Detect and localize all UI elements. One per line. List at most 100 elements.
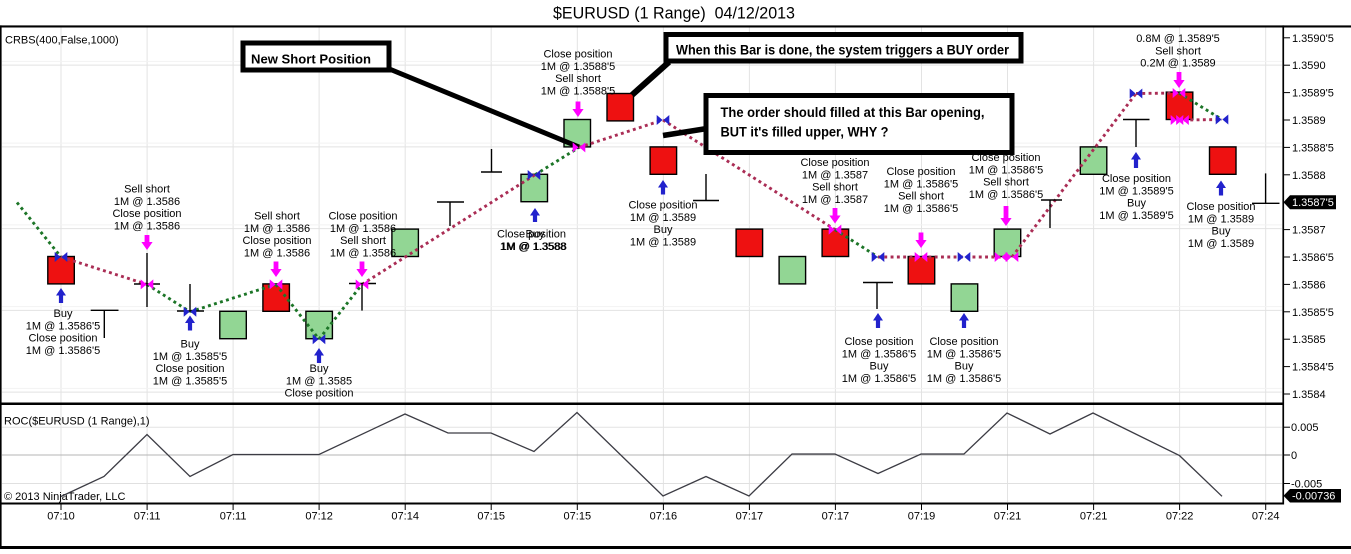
svg-text:07:24: 07:24 <box>1252 511 1280 523</box>
svg-text:0.8M @ 1.3589'5: 0.8M @ 1.3589'5 <box>1136 33 1220 45</box>
svg-text:1M @ 1.3589: 1M @ 1.3589 <box>630 212 696 224</box>
svg-text:Buy: Buy <box>1127 198 1146 210</box>
svg-text:07:14: 07:14 <box>391 511 419 523</box>
svg-text:1M @ 1.3585'5: 1M @ 1.3585'5 <box>153 376 227 388</box>
svg-text:Close position: Close position <box>844 336 913 348</box>
svg-text:0.005: 0.005 <box>1291 422 1319 434</box>
svg-text:Sell short: Sell short <box>555 73 601 85</box>
svg-text:1M @ 1.3588'5: 1M @ 1.3588'5 <box>541 61 615 73</box>
svg-text:Sell short: Sell short <box>898 191 944 203</box>
svg-text:1M @ 1.3589'5: 1M @ 1.3589'5 <box>1099 185 1173 197</box>
svg-text:Buy: Buy <box>310 363 329 375</box>
svg-text:1.3588'5: 1.3588'5 <box>1292 142 1334 154</box>
svg-text:Sell short: Sell short <box>1155 45 1201 57</box>
svg-text:1.3589'5: 1.3589'5 <box>1292 88 1334 100</box>
svg-text:Buy: Buy <box>654 224 673 236</box>
svg-text:Close position: Close position <box>497 228 566 240</box>
svg-text:Close position: Close position <box>543 48 612 60</box>
svg-text:1M @ 1.3586: 1M @ 1.3586 <box>330 248 396 260</box>
svg-text:1.3590'5: 1.3590'5 <box>1292 33 1334 45</box>
svg-text:1M @ 1.3585: 1M @ 1.3585 <box>286 375 352 387</box>
svg-text:07:17: 07:17 <box>736 511 764 523</box>
svg-text:Buy: Buy <box>526 228 545 240</box>
svg-text:Sell short: Sell short <box>983 177 1029 189</box>
svg-text:1M @ 1.3586'5: 1M @ 1.3586'5 <box>884 178 958 190</box>
svg-text:1M @ 1.3586'5: 1M @ 1.3586'5 <box>927 373 1001 385</box>
svg-text:1M @ 1.3586: 1M @ 1.3586 <box>244 248 310 260</box>
svg-text:1M @ 1.3589'5: 1M @ 1.3589'5 <box>1099 210 1173 222</box>
svg-text:Close position: Close position <box>112 208 181 220</box>
svg-text:Close position: Close position <box>929 336 998 348</box>
svg-text:1M @ 1.3586: 1M @ 1.3586 <box>244 223 310 235</box>
svg-text:1M @ 1.3586: 1M @ 1.3586 <box>330 223 396 235</box>
svg-text:1M @ 1.3588'5: 1M @ 1.3588'5 <box>541 86 615 98</box>
svg-text:1M @ 1.3588: 1M @ 1.3588 <box>500 241 566 253</box>
svg-text:07:21: 07:21 <box>994 511 1022 523</box>
svg-text:1M @ 1.3586'5: 1M @ 1.3586'5 <box>884 203 958 215</box>
svg-text:07:15: 07:15 <box>477 511 505 523</box>
svg-text:Buy: Buy <box>870 361 889 373</box>
svg-text:07:11: 07:11 <box>220 511 247 523</box>
svg-text:Buy: Buy <box>1212 226 1231 238</box>
svg-text:07:15: 07:15 <box>564 511 592 523</box>
svg-text:Close position: Close position <box>971 152 1040 164</box>
svg-text:Buy: Buy <box>54 308 73 320</box>
svg-text:1M @ 1.3586'5: 1M @ 1.3586'5 <box>927 348 1001 360</box>
svg-text:1M @ 1.3589: 1M @ 1.3589 <box>1188 238 1254 250</box>
svg-text:Close position: Close position <box>1102 173 1171 185</box>
svg-text:© 2013 NinjaTrader, LLC: © 2013 NinjaTrader, LLC <box>4 491 125 503</box>
svg-text:1M @ 1.3586'5: 1M @ 1.3586'5 <box>842 348 916 360</box>
svg-text:-0.005: -0.005 <box>1291 479 1322 491</box>
svg-text:Sell short: Sell short <box>124 183 170 195</box>
svg-text:0: 0 <box>1291 450 1297 462</box>
svg-text:-0.00736: -0.00736 <box>1292 491 1335 503</box>
svg-text:1M @ 1.3585'5: 1M @ 1.3585'5 <box>153 351 227 363</box>
svg-text:07:12: 07:12 <box>305 511 333 523</box>
svg-text:07:16: 07:16 <box>650 511 678 523</box>
svg-text:1.3585'5: 1.3585'5 <box>1292 307 1334 319</box>
svg-text:1.3588: 1.3588 <box>1292 170 1326 182</box>
svg-text:Close position: Close position <box>328 210 397 222</box>
svg-text:0.2M @ 1.3589: 0.2M @ 1.3589 <box>1140 58 1215 70</box>
svg-text:07:19: 07:19 <box>908 511 936 523</box>
svg-text:07:17: 07:17 <box>822 511 850 523</box>
svg-text:07:10: 07:10 <box>47 511 75 523</box>
svg-text:1.3589: 1.3589 <box>1292 115 1326 127</box>
svg-text:1M @ 1.3586'5: 1M @ 1.3586'5 <box>26 345 100 357</box>
svg-text:1.3586: 1.3586 <box>1292 279 1326 291</box>
svg-text:Close position: Close position <box>886 166 955 178</box>
svg-text:1M @ 1.3586: 1M @ 1.3586 <box>114 221 180 233</box>
svg-text:Close position: Close position <box>284 388 353 400</box>
svg-text:When this Bar is done, the sys: When this Bar is done, the system trigge… <box>676 42 1009 58</box>
svg-text:1.3587'5: 1.3587'5 <box>1292 197 1334 209</box>
svg-text:1M @ 1.3586'5: 1M @ 1.3586'5 <box>26 320 100 332</box>
svg-text:Close position: Close position <box>800 157 869 169</box>
svg-text:1M @ 1.3587: 1M @ 1.3587 <box>802 169 868 181</box>
svg-text:07:21: 07:21 <box>1080 511 1108 523</box>
svg-text:The order should filled at thi: The order should filled at this Bar open… <box>721 104 985 120</box>
svg-text:1.3584: 1.3584 <box>1292 389 1326 401</box>
svg-text:$EURUSD (1 Range) 04/12/2013: $EURUSD (1 Range) 04/12/2013 <box>553 3 795 22</box>
svg-text:Buy: Buy <box>955 361 974 373</box>
svg-text:BUT it's filled upper, WHY ?: BUT it's filled upper, WHY ? <box>721 124 889 140</box>
svg-text:1M @ 1.3586'5: 1M @ 1.3586'5 <box>969 189 1043 201</box>
svg-text:CRBS(400,False,1000): CRBS(400,False,1000) <box>5 35 119 47</box>
svg-text:1.3585: 1.3585 <box>1292 334 1326 346</box>
svg-text:1M @ 1.3588: 1M @ 1.3588 <box>501 241 567 253</box>
svg-text:1M @ 1.3589: 1M @ 1.3589 <box>1188 213 1254 225</box>
svg-text:Close position: Close position <box>28 333 97 345</box>
svg-text:1M @ 1.3586'5: 1M @ 1.3586'5 <box>969 164 1043 176</box>
svg-text:1.3587: 1.3587 <box>1292 225 1326 237</box>
svg-text:ROC($EURUSD (1 Range),1): ROC($EURUSD (1 Range),1) <box>4 415 149 427</box>
svg-text:Buy: Buy <box>181 338 200 350</box>
svg-text:Sell short: Sell short <box>254 210 300 222</box>
svg-text:Close position: Close position <box>1186 201 1255 213</box>
svg-text:Sell short: Sell short <box>340 235 386 247</box>
svg-text:Sell short: Sell short <box>812 182 858 194</box>
svg-text:New Short Position: New Short Position <box>251 51 371 66</box>
svg-text:1M @ 1.3586: 1M @ 1.3586 <box>114 196 180 208</box>
svg-text:1M @ 1.3586'5: 1M @ 1.3586'5 <box>842 373 916 385</box>
svg-text:Close position: Close position <box>628 199 697 211</box>
svg-text:1.3586'5: 1.3586'5 <box>1292 252 1334 264</box>
svg-text:1.3584'5: 1.3584'5 <box>1292 362 1334 374</box>
